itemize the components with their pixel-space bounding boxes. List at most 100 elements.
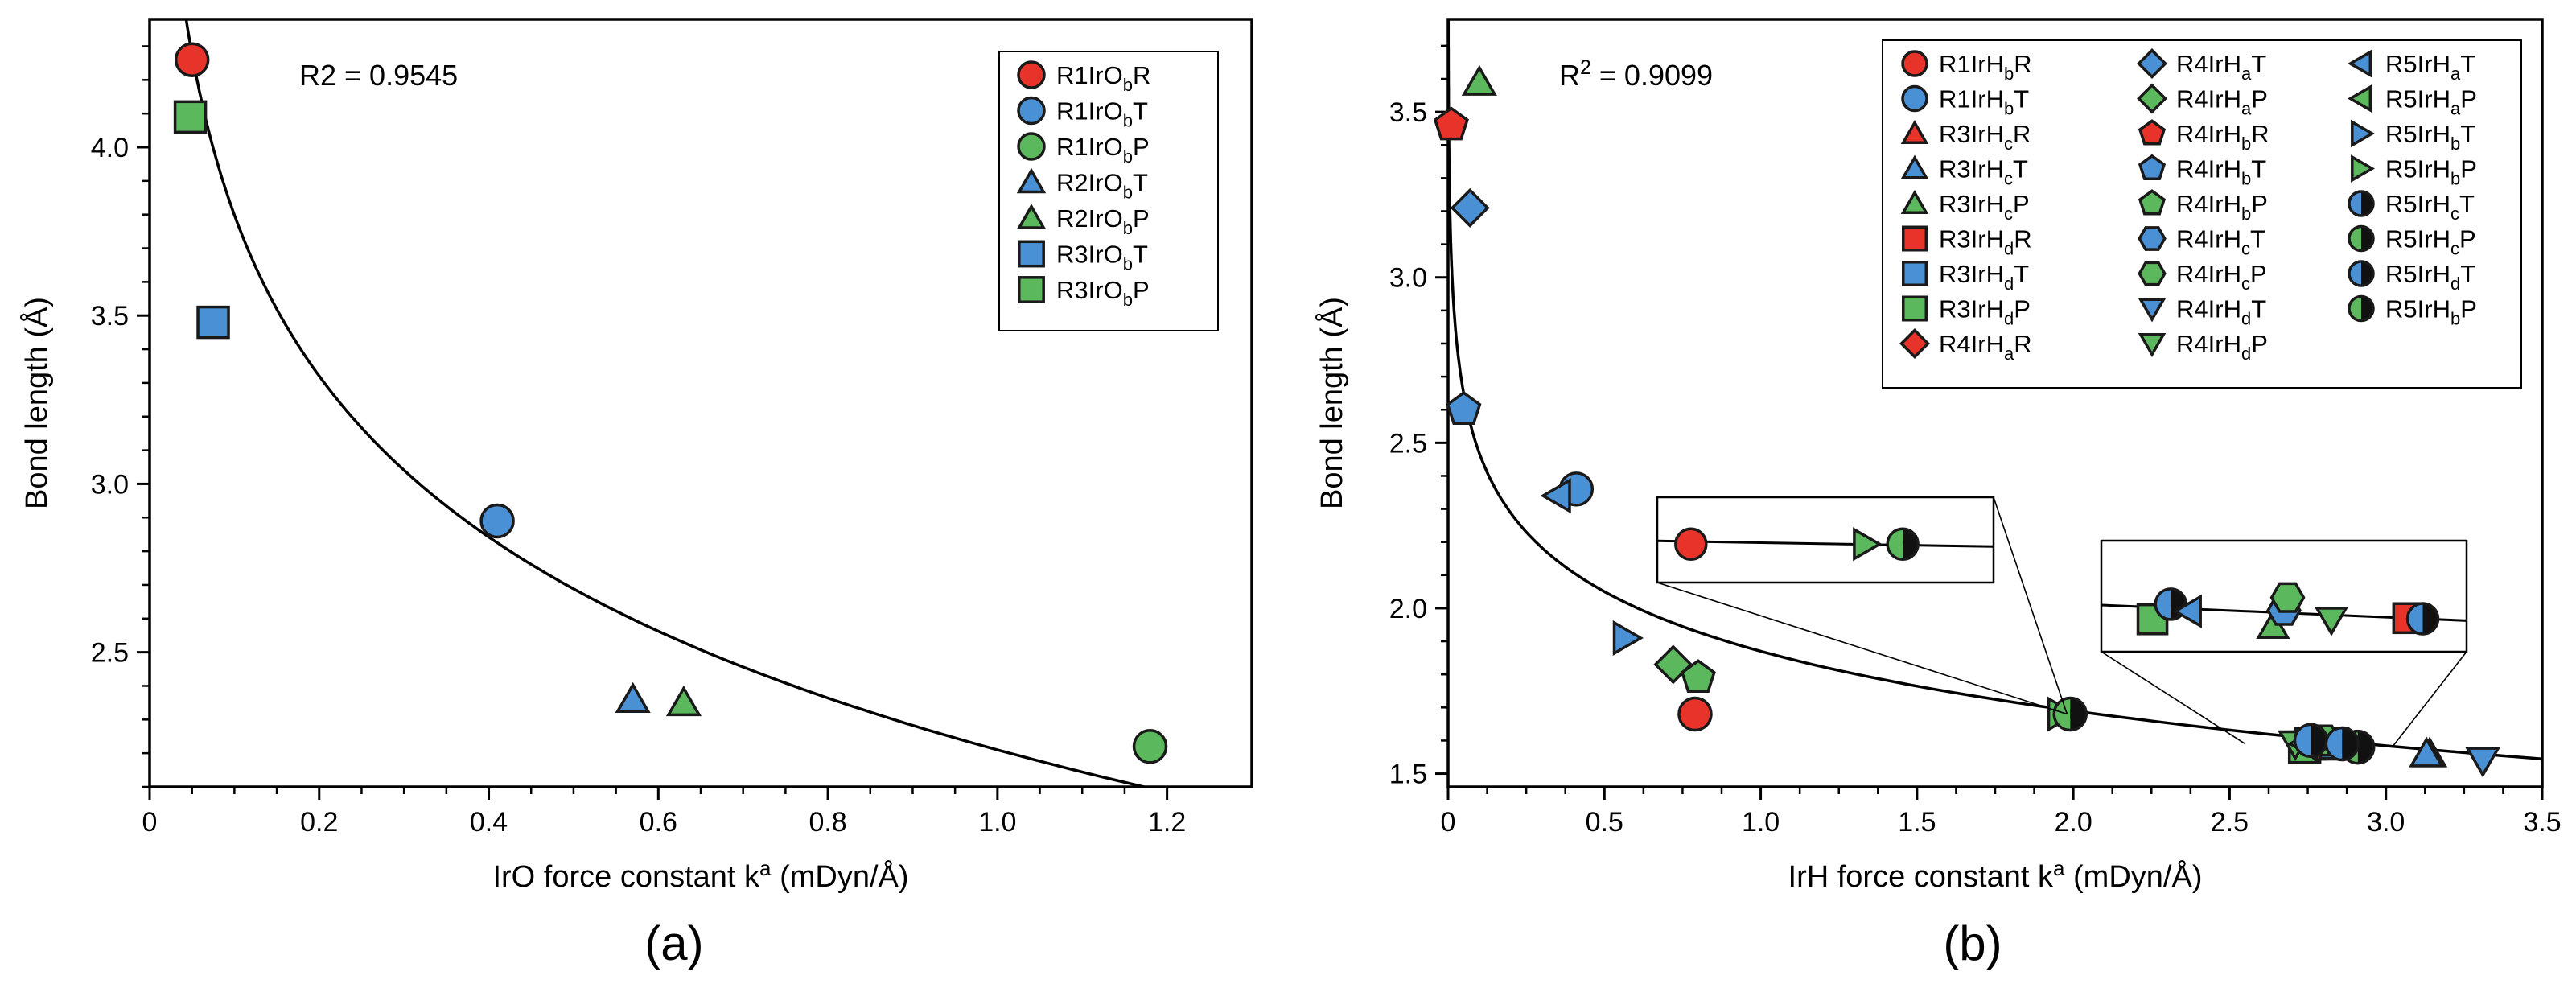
legend-marker-b-14 — [2138, 226, 2167, 251]
legend-marker-b-4 — [1900, 189, 1929, 215]
data-point-b-25-right-half — [2070, 698, 2087, 731]
legend-label-b-19: R5IrHaP — [2385, 85, 2477, 119]
legend-label-b-15: R4IrHcP — [2176, 260, 2267, 294]
data-point-b-22-left-half — [2294, 724, 2311, 757]
legend-marker-b-10 — [2137, 83, 2167, 114]
legend-label-b-8: R4IrHaR — [1939, 330, 2032, 364]
legend-box-b — [1882, 39, 2522, 389]
inset-right-point-6 — [2314, 607, 2349, 636]
legend-marker-b-22-outline — [2348, 190, 2375, 217]
legend-marker-b-20 — [2351, 119, 2375, 148]
x-tick-label: 1.2 — [1148, 807, 1186, 838]
caption-a: (a) — [644, 916, 703, 970]
legend-label-b-12: R4IrHbT — [2176, 155, 2266, 189]
legend-marker-b-6 — [1902, 261, 1928, 286]
legend-label-a-0: R1IrObR — [1056, 61, 1150, 95]
x-tick-label: 1.0 — [1742, 807, 1780, 838]
data-point-b-22-right-half — [2311, 724, 2327, 757]
legend-label-b-13: R4IrHbP — [2176, 190, 2268, 224]
data-point-a-6 — [173, 100, 208, 134]
y-tick-label: 1.5 — [1389, 760, 1427, 790]
inset-left-point-2-outline — [1886, 527, 1920, 562]
legend-marker-b-11 — [2138, 119, 2167, 146]
inset-right-point-1-left-half — [2155, 588, 2171, 620]
legend-label-a-6: R3IrObP — [1056, 276, 1150, 310]
data-point-a-5 — [196, 305, 230, 340]
points-b — [1433, 64, 2501, 778]
legend-label-a-3: R2IrObT — [1056, 169, 1148, 203]
data-point-b-24-right-half — [2342, 727, 2359, 760]
data-point-b-18 — [1540, 478, 1571, 514]
inset-right-point-8-outline — [2405, 602, 2440, 636]
x-tick-label: 1.0 — [978, 807, 1016, 838]
legend-label-b-21: R5IrHbP — [2385, 155, 2477, 189]
legend-marker-b-9 — [2137, 48, 2167, 79]
fit-curve-a — [184, 19, 1150, 787]
legend-marker-b-12 — [2138, 154, 2167, 180]
y-tick-label: 3.5 — [1389, 97, 1427, 128]
x-axis-title-b: IrH force constant ka (mDyn/Å) — [1788, 856, 2203, 894]
legend-marker-b-17 — [2138, 333, 2167, 357]
data-point-a-4 — [665, 685, 702, 717]
legend-marker-a-4 — [1016, 204, 1047, 229]
data-point-a-1 — [479, 503, 515, 539]
x-axis-title-a: IrO force constant ka (mDyn/Å) — [492, 856, 908, 894]
inset-left-point-2-right-half — [1903, 529, 1919, 560]
legend-marker-a-1 — [1017, 96, 1046, 126]
legend-marker-b-23-outline — [2348, 224, 2375, 253]
data-point-b-0 — [1677, 696, 1713, 732]
legend-label-b-14: R4IrHcT — [2176, 225, 2265, 259]
legend-marker-b-21 — [2351, 154, 2375, 183]
inset-left-fit-line — [1656, 539, 1994, 548]
inset-right-point-8-right-half — [2422, 603, 2438, 635]
legend-label-b-24: R5IrHdT — [2385, 260, 2475, 294]
data-point-b-4 — [1461, 64, 1497, 96]
data-point-b-25 — [2052, 696, 2088, 732]
data-point-b-24-left-half — [2326, 727, 2343, 760]
legend-marker-a-3 — [1016, 167, 1047, 194]
data-point-b-25-outline — [2052, 696, 2088, 732]
legend-b: R1IrHbRR1IrHbTR3IrHcRR3IrHcTR3IrHcPR3IrH… — [1899, 48, 2477, 364]
data-point-b-13 — [1680, 659, 1716, 694]
legend-marker-b-5 — [1902, 225, 1928, 252]
legend-label-b-20: R5IrHbT — [2385, 120, 2475, 154]
legend-marker-b-3 — [1900, 154, 1929, 179]
data-point-b-25-left-half — [2054, 698, 2071, 731]
legend-marker-a-5 — [1018, 240, 1045, 268]
inset-left-point-2 — [1886, 527, 1920, 562]
legend-label-b-9: R4IrHaT — [2176, 50, 2266, 84]
x-tick-label: 1.5 — [1898, 807, 1936, 838]
inset-right — [2100, 539, 2468, 748]
legend-marker-a-6 — [1018, 276, 1045, 303]
data-point-b-16 — [2465, 747, 2501, 778]
r2-annotation-b: R2 = 0.9099 — [1559, 56, 1713, 92]
legend-label-b-16: R4IrHdT — [2176, 295, 2266, 329]
inset-right-zoom-line — [2391, 651, 2467, 748]
inset-left-zoom-line — [1993, 496, 2068, 714]
x-tick-label: 2.0 — [2055, 807, 2092, 838]
x-tick-label: 3.5 — [2523, 807, 2561, 838]
legend-label-b-1: R1IrHbT — [1939, 85, 2029, 119]
inset-left-point-2-left-half — [1887, 529, 1903, 560]
inset-right-point-8-left-half — [2407, 603, 2423, 635]
data-point-b-3 — [2409, 736, 2445, 768]
legend-marker-b-25-outline — [2348, 294, 2375, 323]
legend-marker-b-18 — [2347, 49, 2372, 78]
ticks-b: 0 0.5 1.0 1.5 2.0 2.5 3.0 3.5 1.5 2.0 2.5 3.0 3.5 — [1389, 44, 2562, 838]
x-tick-label: 0.4 — [470, 807, 508, 838]
caption-b: (b) — [1943, 916, 2002, 970]
legend-marker-b-19 — [2347, 84, 2372, 113]
legend-label-b-22: R5IrHcT — [2385, 190, 2475, 224]
legend-marker-b-24-outline — [2348, 260, 2375, 287]
y-tick-label: 4.0 — [91, 133, 129, 163]
inset-left-box — [1656, 496, 1995, 584]
data-point-b-22 — [2293, 723, 2329, 759]
x-tick-label: 0.5 — [1586, 807, 1623, 838]
legend-label-b-5: R3IrHdR — [1939, 225, 2032, 259]
legend-marker-b-23 — [2348, 224, 2375, 253]
y-axis-title-b: Bond length (Å) — [1314, 297, 1349, 509]
inset-left-point-1 — [1853, 527, 1883, 562]
r2-annotation-a: R2 = 0.9545 — [299, 59, 458, 92]
legend-marker-a-2 — [1017, 132, 1046, 161]
x-tick-label: 0.6 — [640, 807, 677, 838]
